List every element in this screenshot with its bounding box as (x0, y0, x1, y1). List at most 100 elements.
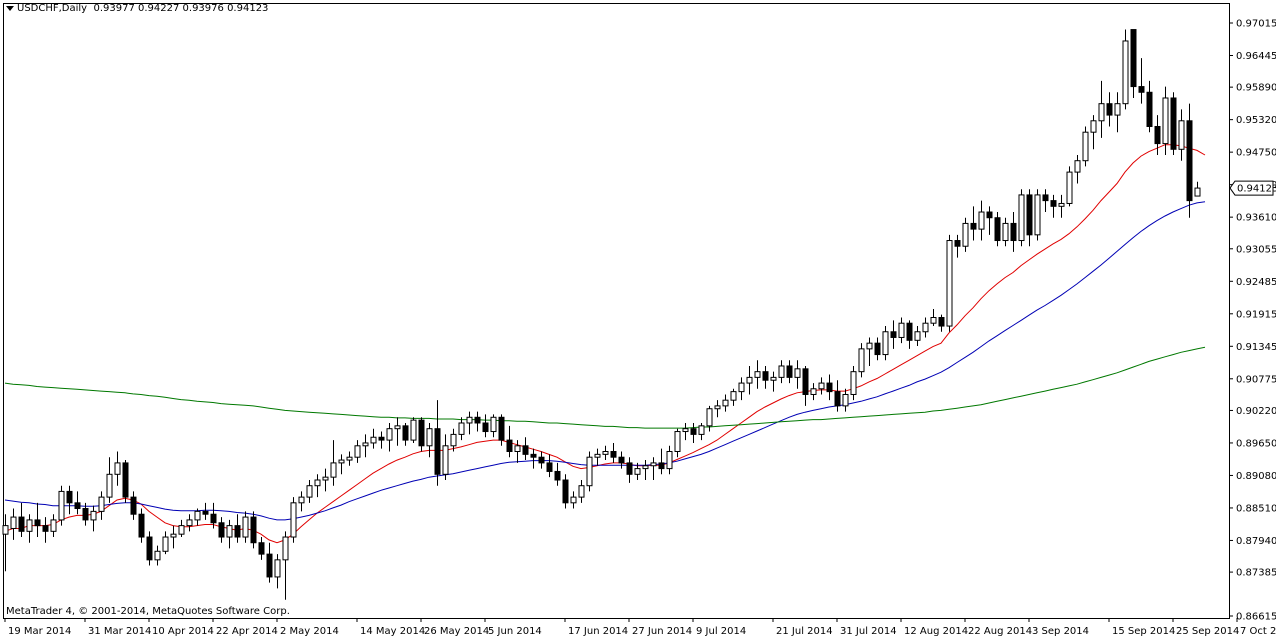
candle (98, 491, 105, 520)
candle-body-up (730, 391, 737, 401)
candle (1010, 212, 1017, 252)
candle (274, 554, 281, 589)
candle-body-up (274, 559, 281, 578)
candle (1162, 86, 1169, 155)
candle-body-down (1106, 103, 1113, 116)
candle (562, 474, 569, 509)
candle-body-down (1186, 120, 1193, 202)
candle (354, 440, 361, 463)
candle-body-up (850, 371, 857, 395)
candle (818, 377, 825, 395)
candle (506, 425, 513, 458)
y-tick-label: 0.95890 (1236, 83, 1276, 94)
candle-body-down (210, 513, 217, 524)
candle (58, 485, 65, 526)
candle-body-up (698, 425, 705, 435)
candle-body-up (298, 496, 305, 504)
y-tick-label: 0.92485 (1236, 277, 1276, 288)
candle (442, 434, 449, 481)
candle-body-down (434, 428, 441, 475)
candle-body-up (194, 510, 201, 521)
x-tick-label: 22 Aug 2014 (968, 626, 1032, 637)
candle-body-up (290, 502, 297, 538)
candle-body-up (514, 445, 521, 452)
ma-slow-line (4, 346, 1206, 429)
candle (418, 417, 425, 452)
candle-body-up (578, 485, 585, 498)
candle (698, 422, 705, 441)
candle (1146, 80, 1153, 133)
candle-body-down (202, 510, 209, 515)
candle (186, 514, 193, 532)
candle-body-down (890, 331, 897, 338)
candle-body-up (154, 550, 161, 561)
candle (994, 212, 1001, 247)
candle-body-up (1090, 120, 1097, 133)
candle (570, 491, 577, 509)
candle (922, 317, 929, 338)
candle (26, 514, 33, 543)
candle-body-down (506, 439, 513, 452)
candle-body-down (218, 522, 225, 538)
candle (514, 440, 521, 463)
candle-body-up (922, 322, 929, 333)
candle-body-up (1074, 160, 1081, 173)
chart-header: USDCHF,Daily 0.93977 0.94227 0.93976 0.9… (6, 3, 268, 14)
candle (650, 457, 657, 481)
candle (970, 206, 977, 241)
candle-body-up (1194, 187, 1201, 197)
candle-body-down (562, 479, 569, 504)
candle-body-up (594, 453, 601, 458)
y-tick-label: 0.95320 (1236, 115, 1276, 126)
candle (826, 374, 833, 401)
candle (1154, 115, 1161, 155)
candle-body-up (226, 525, 233, 538)
candle-body-up (314, 479, 321, 487)
candle-body-up (770, 376, 777, 381)
candle (530, 448, 537, 469)
candle-body-down (258, 542, 265, 555)
candle-body-down (234, 525, 241, 538)
candle-body-up (90, 510, 97, 521)
candle-body-up (410, 419, 417, 441)
candle (602, 445, 609, 461)
candle (666, 445, 673, 475)
candle (610, 442, 617, 463)
candle-body-up (458, 422, 465, 435)
candle (242, 511, 249, 543)
y-tick-label: 0.96445 (1236, 51, 1276, 62)
dropdown-triangle-icon[interactable] (6, 5, 14, 11)
candle (674, 428, 681, 458)
current-price-label: 0.94123 (1237, 184, 1276, 195)
candle-body-up (866, 342, 873, 350)
candle (794, 360, 801, 389)
candle-body-up (842, 393, 849, 407)
candle (1002, 217, 1009, 247)
candle (234, 514, 241, 543)
candle-body-down (610, 450, 617, 458)
candle-body-down (402, 425, 409, 441)
candle (898, 317, 905, 344)
candle-body-up (466, 416, 473, 424)
candle (1074, 154, 1081, 184)
candle-body-down (250, 516, 257, 544)
candle (858, 343, 865, 378)
candle-body-up (450, 433, 457, 447)
candle (1082, 126, 1089, 167)
x-tick-label: 17 Jun 2014 (568, 626, 628, 637)
candle-body-up (362, 442, 369, 447)
candle-body-down (906, 322, 913, 341)
y-tick-label: 0.93610 (1236, 213, 1276, 224)
y-tick-label: 0.91915 (1236, 309, 1276, 320)
candle (170, 525, 177, 549)
candle-body-down (970, 222, 977, 230)
candle (946, 234, 953, 332)
candle-body-up (642, 465, 649, 470)
candle-body-down (1170, 97, 1177, 150)
candle-body-up (978, 211, 985, 230)
symbol-label: USDCHF,Daily (17, 3, 88, 14)
x-tick-label: 3 Sep 2014 (1032, 626, 1089, 637)
candle (874, 337, 881, 361)
candle-body-down (1154, 125, 1161, 145)
candle-body-up (58, 490, 65, 521)
